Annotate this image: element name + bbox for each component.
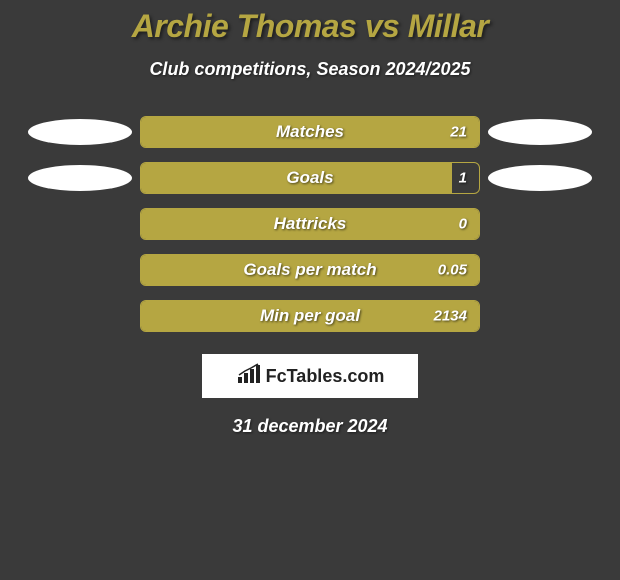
stat-row: Goals per match 0.05: [0, 254, 620, 286]
stat-label: Hattricks: [274, 214, 347, 234]
stat-bar: Goals 1: [140, 162, 480, 194]
stat-label: Goals: [286, 168, 333, 188]
spacer: [488, 303, 592, 329]
stat-value: 1: [459, 170, 467, 187]
stat-bar: Min per goal 2134: [140, 300, 480, 332]
chart-icon: [236, 363, 262, 390]
player-left-marker: [28, 119, 132, 145]
stat-value: 0: [459, 216, 467, 233]
stats-list: Matches 21 Goals 1 Hattricks 0 Goals per match…: [0, 116, 620, 332]
stat-label: Matches: [276, 122, 344, 142]
stat-label: Min per goal: [260, 306, 360, 326]
stat-bar: Matches 21: [140, 116, 480, 148]
date-label: 31 december 2024: [0, 416, 620, 437]
stat-value: 21: [450, 124, 467, 141]
player-right-marker: [488, 119, 592, 145]
stat-row: Min per goal 2134: [0, 300, 620, 332]
stat-value: 2134: [434, 308, 467, 325]
stat-row: Matches 21: [0, 116, 620, 148]
stat-bar: Hattricks 0: [140, 208, 480, 240]
stat-row: Hattricks 0: [0, 208, 620, 240]
stat-bar: Goals per match 0.05: [140, 254, 480, 286]
spacer: [488, 211, 592, 237]
stat-label: Goals per match: [243, 260, 376, 280]
page-title: Archie Thomas vs Millar: [0, 8, 620, 45]
spacer: [28, 303, 132, 329]
spacer: [488, 257, 592, 283]
subtitle: Club competitions, Season 2024/2025: [0, 59, 620, 80]
brand-logo[interactable]: FcTables.com: [202, 354, 418, 398]
brand-text: FcTables.com: [266, 366, 385, 387]
stat-row: Goals 1: [0, 162, 620, 194]
player-right-marker: [488, 165, 592, 191]
comparison-card: Archie Thomas vs Millar Club competition…: [0, 0, 620, 437]
stat-value: 0.05: [438, 262, 467, 279]
player-left-marker: [28, 165, 132, 191]
spacer: [28, 257, 132, 283]
spacer: [28, 211, 132, 237]
